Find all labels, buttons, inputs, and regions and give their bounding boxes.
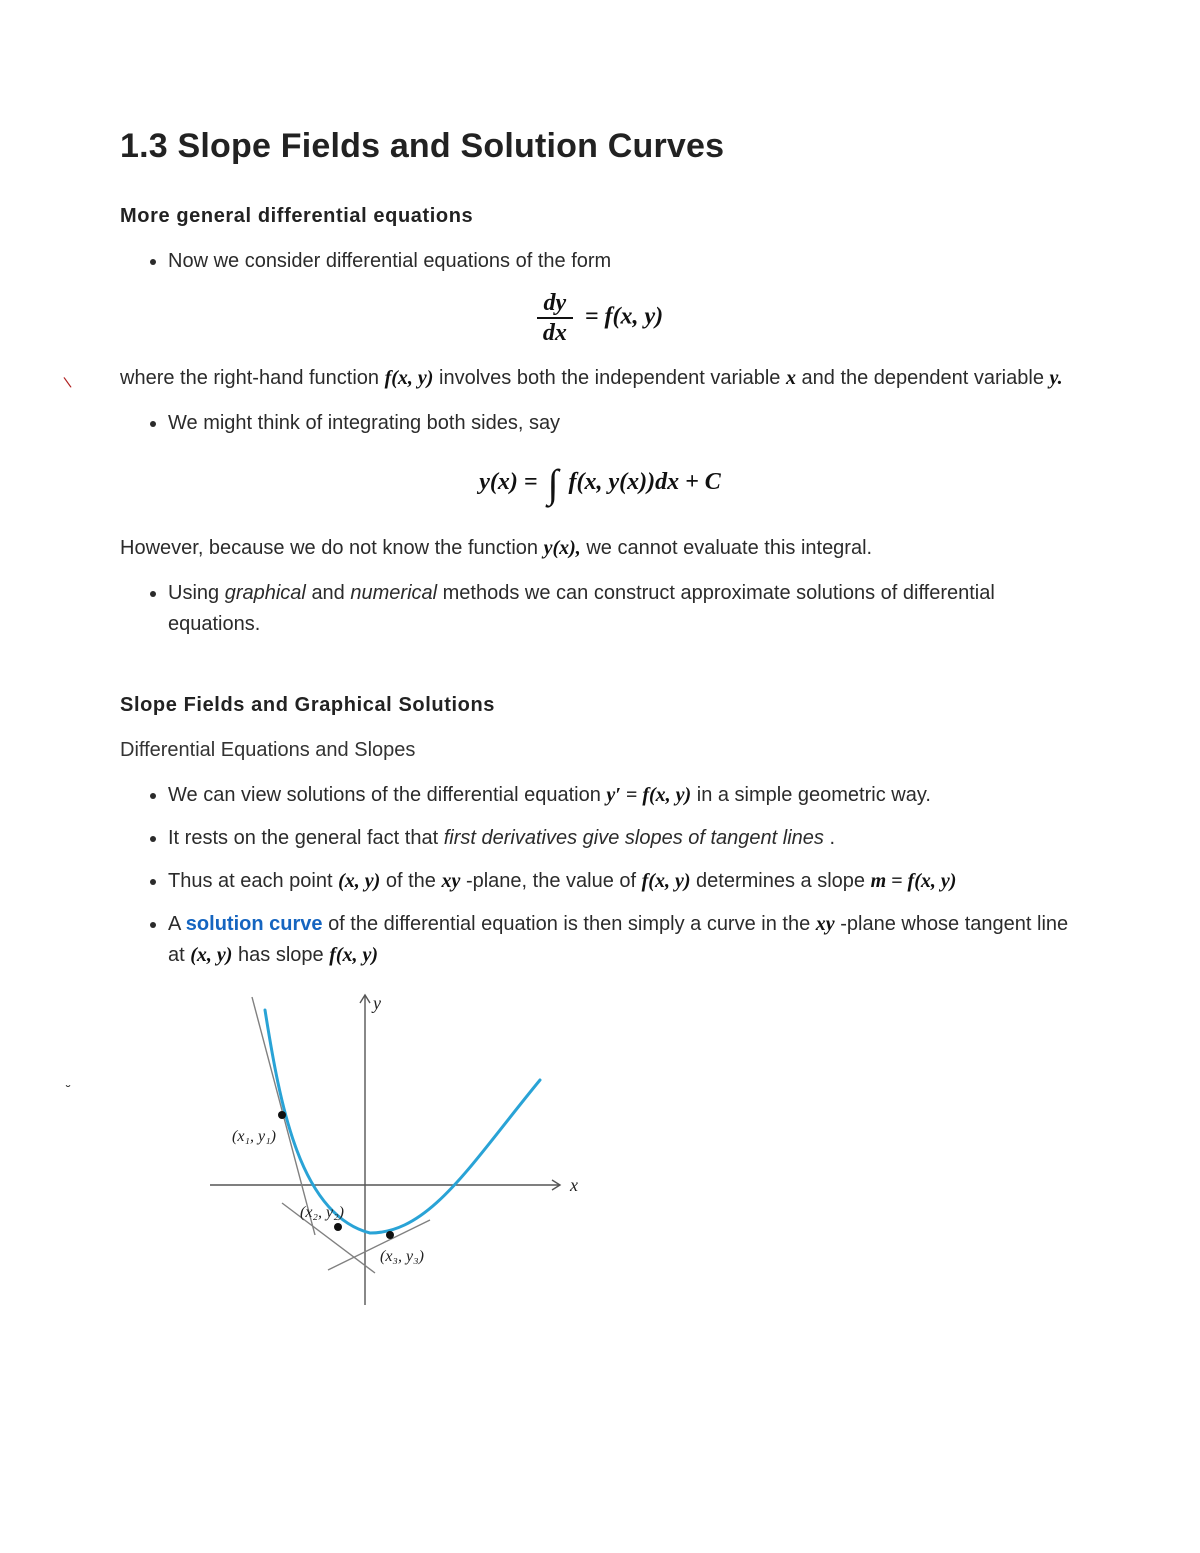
list-item: Thus at each point (x, y) of the xy -pla…	[168, 866, 1080, 897]
text-run: determines a slope	[696, 870, 871, 892]
subheading: Differential Equations and Slopes	[120, 735, 1080, 766]
text-run: and the dependent variable	[802, 367, 1050, 389]
inline-math: xy	[816, 913, 835, 935]
text-run: where the right-hand function	[120, 367, 385, 389]
inline-math: f(x, y)	[385, 367, 434, 389]
section-heading-2: Slope Fields and Graphical Solutions	[120, 690, 1080, 721]
text-run: and	[311, 582, 350, 604]
eq1-denominator: dx	[537, 319, 573, 345]
eq1-numerator: dy	[537, 291, 573, 319]
bullet-list-1: Now we consider differential equations o…	[120, 246, 1080, 277]
document-page: \ ˘ 1.3 Slope Fields and Solution Curves…	[0, 0, 1200, 1553]
text-run: .	[829, 827, 835, 849]
eq2-rhs: f(x, y(x))dx + C	[568, 469, 720, 495]
paragraph: where the right-hand function f(x, y) in…	[120, 363, 1080, 394]
bullet-list-4: We can view solutions of the differentia…	[120, 780, 1080, 971]
list-item: A solution curve of the differential equ…	[168, 909, 1080, 971]
text-run: Using	[168, 582, 225, 604]
text-run: has slope	[238, 944, 329, 966]
eq2-lhs: y(x) =	[479, 469, 543, 495]
list-item: Now we consider differential equations o…	[168, 246, 1080, 277]
integral-sign: ∫	[548, 461, 559, 506]
text-run: -plane, the value of	[466, 870, 642, 892]
bullet-list-2: We might think of integrating both sides…	[120, 408, 1080, 439]
svg-text:(x₂, y₂): (x₂, y₂)	[300, 1204, 344, 1221]
margin-dash: ˘	[66, 1080, 71, 1102]
inline-math: m = f(x, y)	[871, 870, 957, 892]
inline-math: (x, y)	[190, 944, 232, 966]
inline-math: (x, y)	[338, 870, 380, 892]
text-run: It rests on the general fact that	[168, 827, 444, 849]
list-item: We can view solutions of the differentia…	[168, 780, 1080, 811]
inline-math: y′ = f(x, y)	[606, 784, 691, 806]
bullet-text: We might think of integrating both sides…	[168, 412, 560, 434]
inline-math: y(x),	[544, 537, 581, 559]
inline-math: x	[786, 367, 796, 389]
text-run: A	[168, 913, 186, 935]
svg-text:(x₃, y₃): (x₃, y₃)	[380, 1248, 424, 1265]
text-run: We can view solutions of the differentia…	[168, 784, 606, 806]
inline-math: f(x, y)	[329, 944, 378, 966]
list-item: Using graphical and numerical methods we…	[168, 578, 1080, 640]
inline-math: f(x, y)	[642, 870, 691, 892]
figure-solution-curve: x y (x₁, y₁) (x₂, y₂) (x₃, y₃)	[170, 985, 1080, 1335]
italic-text: numerical	[350, 582, 437, 604]
inline-math: xy	[441, 870, 460, 892]
text-run: of the	[386, 870, 442, 892]
section-heading-1: More general differential equations	[120, 201, 1080, 232]
list-item: We might think of integrating both sides…	[168, 408, 1080, 439]
text-run: However, because we do not know the func…	[120, 537, 544, 559]
text-run: Thus at each point	[168, 870, 338, 892]
margin-red-tick: \	[62, 372, 75, 397]
equation-1: dy dx = f(x, y)	[120, 291, 1080, 345]
equation-2: y(x) = ∫ f(x, y(x))dx + C	[120, 453, 1080, 515]
defined-term: solution curve	[186, 913, 323, 935]
text-run: involves both the independent variable	[439, 367, 786, 389]
svg-text:y: y	[371, 993, 381, 1013]
inline-math: y.	[1050, 367, 1063, 389]
text-run: we cannot evaluate this integral.	[586, 537, 872, 559]
svg-text:(x₁, y₁): (x₁, y₁)	[232, 1128, 276, 1145]
italic-text: first derivatives give slopes of tangent…	[444, 827, 824, 849]
text-run: in a simple geometric way.	[697, 784, 931, 806]
paragraph: However, because we do not know the func…	[120, 533, 1080, 564]
text-run: of the differential equation is then sim…	[328, 913, 816, 935]
italic-text: graphical	[225, 582, 306, 604]
list-item: It rests on the general fact that first …	[168, 823, 1080, 854]
svg-text:x: x	[569, 1175, 578, 1195]
eq1-rhs: = f(x, y)	[585, 303, 663, 329]
page-title: 1.3 Slope Fields and Solution Curves	[120, 120, 1080, 173]
bullet-text: Now we consider differential equations o…	[168, 250, 611, 272]
bullet-list-3: Using graphical and numerical methods we…	[120, 578, 1080, 640]
solution-curve-diagram: x y (x₁, y₁) (x₂, y₂) (x₃, y₃)	[170, 985, 590, 1325]
